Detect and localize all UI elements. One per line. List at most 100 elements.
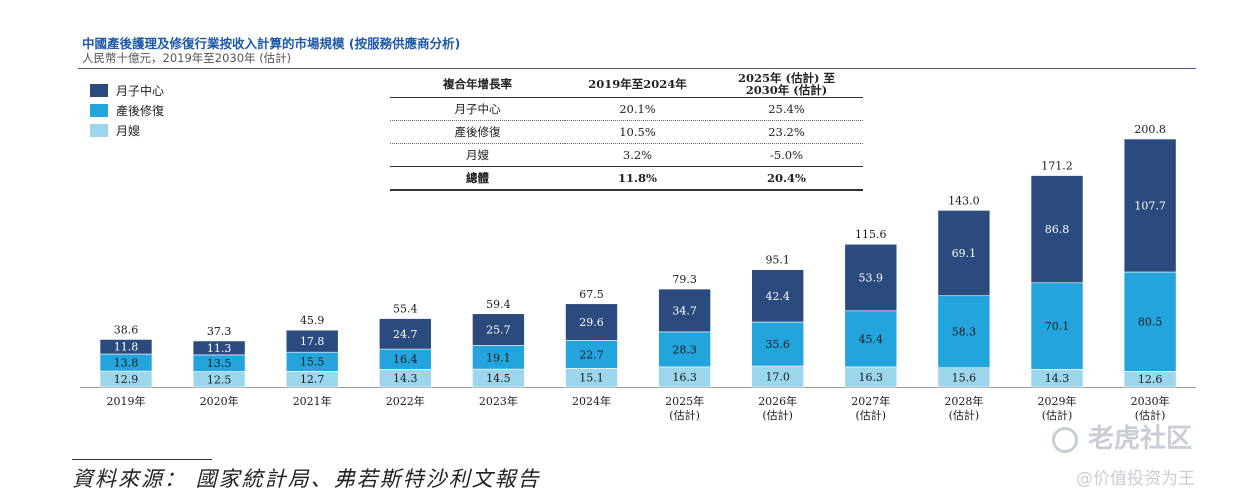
bar-value-label: 14.3: [393, 372, 418, 385]
bar-value-label: 15.1: [579, 372, 604, 385]
bar-segment: [1123, 271, 1177, 372]
x-tick-label: 2026年: [758, 394, 797, 408]
legend-label-nanny: 月嫂: [116, 123, 141, 138]
cagr-row-name: 月子中心: [390, 97, 565, 121]
bar-segment: [472, 313, 525, 346]
bar-segment: [378, 318, 432, 350]
bar-value-label: 28.3: [672, 343, 697, 356]
watermark-top-text: 老虎社区: [1088, 424, 1193, 454]
bar-total-label: 37.3: [207, 325, 232, 338]
cagr-header-period2-line1: 2025年 (估計) 至: [738, 70, 835, 85]
legend-label-maternity-center: 月子中心: [116, 83, 165, 98]
bar-value-label: 53.9: [859, 272, 884, 285]
source-rule: [72, 459, 212, 460]
bar-total-label: 143.0: [948, 194, 980, 207]
bar-value-label: 24.7: [393, 328, 418, 341]
bar-total-label: 59.4: [486, 298, 511, 311]
watermark-top: 老虎社区: [1052, 418, 1192, 455]
bar-value-label: 29.6: [579, 316, 604, 329]
bar-value-label: 15.5: [300, 356, 325, 369]
x-tick-sublabel: (估計): [669, 408, 700, 422]
x-tick-sublabel: (估計): [1135, 408, 1166, 422]
bar-segment: [844, 243, 898, 312]
chart-subtitle: 人民幣十億元，2019年至2030年 (估計): [82, 51, 292, 65]
bar-value-label: 14.3: [1045, 372, 1070, 385]
bar-value-label: 35.6: [765, 338, 790, 351]
bar-value-label: 12.6: [1138, 373, 1163, 386]
bar-value-label: 86.8: [1045, 223, 1070, 236]
bar-total-label: 55.4: [393, 303, 418, 316]
cagr-total-v2: 20.4%: [710, 166, 863, 191]
x-tick-label: 2024年: [572, 394, 611, 408]
bar-segment: [751, 269, 805, 323]
tiger-logo-icon: [1052, 426, 1078, 453]
bar-segment: [751, 321, 805, 367]
x-tick-label: 2020年: [200, 394, 239, 408]
x-tick-label: 2021年: [293, 394, 332, 408]
cagr-header-row: 複合年增長率 2019年至2024年 2025年 (估計) 至 2030年 (估…: [390, 70, 863, 98]
bar-segment: [658, 288, 711, 333]
bar-segment: [658, 331, 711, 368]
legend-swatch-maternity-center: [90, 83, 108, 97]
cagr-header-period2-line2: 2030年 (估計): [745, 82, 828, 97]
x-tick-label: 2029年: [1038, 394, 1077, 408]
bar-segment: [285, 329, 339, 353]
bar-value-label: 107.7: [1134, 200, 1166, 213]
bar-segment: [565, 303, 618, 341]
legend-swatch-postpartum-recovery: [90, 103, 108, 117]
bar-value-label: 42.4: [765, 290, 790, 303]
bar-segment: [99, 339, 153, 355]
bar-segment: [1030, 175, 1084, 284]
cagr-total-row: 總體 11.8% 20.4%: [390, 166, 863, 191]
bar-segment: [565, 340, 618, 369]
x-tick-label: 2025年: [665, 394, 704, 408]
cagr-row: 產後修復 10.5% 23.2%: [390, 120, 863, 144]
bar-value-label: 17.8: [300, 335, 325, 348]
bar-value-label: 45.4: [859, 333, 884, 346]
bar-value-label: 80.5: [1138, 316, 1163, 329]
cagr-row-v1: 20.1%: [565, 97, 710, 121]
legend: 月子中心 產後修復 月嫂: [90, 80, 164, 140]
cagr-row-v1: 3.2%: [565, 143, 710, 167]
cagr-row-v2: 25.4%: [710, 97, 863, 121]
bar-total-label: 45.9: [300, 314, 325, 327]
top-rule: [78, 68, 1196, 69]
cagr-total-v1: 11.8%: [565, 166, 710, 191]
bar-value-label: 70.1: [1045, 320, 1070, 333]
bar-value-label: 16.3: [859, 371, 884, 384]
bar-total-label: 171.2: [1041, 160, 1073, 173]
x-tick-sublabel: (估計): [1042, 408, 1073, 422]
bar-total-label: 95.1: [765, 254, 790, 267]
cagr-row-name: 產後修復: [390, 120, 565, 144]
cagr-header-label: 複合年增長率: [390, 70, 565, 98]
x-tick-label: 2030年: [1131, 394, 1170, 408]
x-tick-label: 2022年: [386, 394, 425, 408]
bar-value-label: 15.6: [952, 371, 977, 384]
x-tick-label: 2028年: [944, 394, 983, 408]
bar-total-label: 200.8: [1134, 123, 1166, 136]
bar-total-label: 67.5: [579, 288, 604, 301]
watermark-bottom: @价值投资为王: [1076, 469, 1195, 489]
bar-value-label: 16.3: [672, 371, 697, 384]
cagr-row: 月子中心 20.1% 25.4%: [390, 97, 863, 121]
bar-segment: [937, 210, 991, 297]
cagr-row: 月嫂 3.2% -5.0%: [390, 143, 863, 167]
cagr-table: 複合年增長率 2019年至2024年 2025年 (估計) 至 2030年 (估…: [390, 70, 863, 191]
bar-segment: [192, 340, 246, 356]
bar-segment: [844, 310, 898, 368]
x-tick-label: 2027年: [851, 394, 890, 408]
legend-label-postpartum-recovery: 產後修復: [116, 103, 165, 118]
bar-value-label: 11.3: [207, 342, 232, 355]
cagr-row-v2: -5.0%: [710, 143, 863, 167]
x-tick-label: 2023年: [479, 394, 518, 408]
cagr-total-name: 總體: [390, 166, 565, 191]
bar-value-label: 12.7: [300, 373, 325, 386]
bar-total-label: 115.6: [855, 228, 887, 241]
bar-value-label: 12.5: [207, 373, 232, 386]
bar-value-label: 22.7: [579, 348, 604, 361]
bar-total-label: 79.3: [672, 273, 697, 286]
cagr-row-name: 月嫂: [390, 143, 565, 167]
bar-value-label: 25.7: [486, 324, 511, 337]
bar-value-label: 14.5: [486, 372, 511, 385]
